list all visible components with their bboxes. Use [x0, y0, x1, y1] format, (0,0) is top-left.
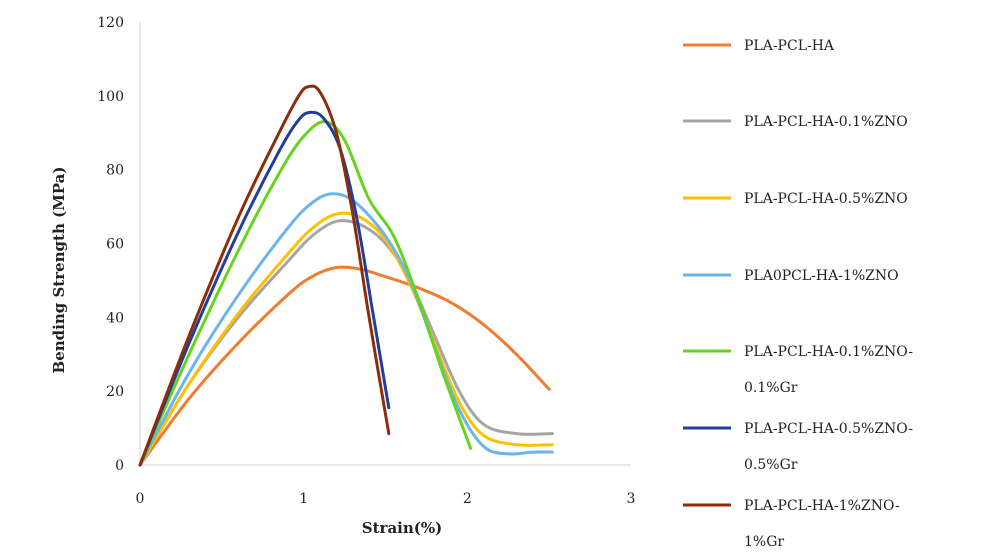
legend-label: 1%Gr: [744, 534, 784, 550]
x-tick-label: 0: [136, 491, 145, 507]
series-line-pla-pcl-ha-0-5-zno-0-5-gr: [138, 110, 391, 467]
axes: [139, 22, 631, 466]
x-tick-label: 1: [299, 491, 308, 507]
x-tick-label: 2: [463, 491, 472, 507]
legend-label: 0.1%Gr: [744, 380, 798, 396]
series-line-pla-pcl-ha-0-1-zno-0-1-gr: [138, 120, 473, 467]
series-line-pla0pcl-ha-1-zno: [138, 192, 554, 467]
legend-label: PLA-PCL-HA-1%ZNO-: [744, 498, 900, 514]
y-tick-label: 100: [97, 89, 124, 105]
series-lines: [138, 84, 554, 467]
legend-label: PLA-PCL-HA-0.1%ZNO: [744, 114, 908, 130]
y-tick-label: 20: [106, 384, 124, 400]
y-tick-label: 60: [106, 237, 124, 253]
legend-label: PLA-PCL-HA: [744, 38, 835, 54]
series-line-pla-pcl-ha-0-1-zno: [138, 219, 554, 467]
x-tick-labels: 0 1 2 3: [136, 491, 636, 507]
series-line-pla-pcl-ha-0-5-zno: [138, 211, 554, 467]
y-tick-label: 80: [106, 163, 124, 179]
legend-label: PLA-PCL-HA-0.5%ZNO: [744, 191, 908, 207]
y-axis-title: Bending Strength (MPa): [50, 167, 68, 374]
legend-label: PLA-PCL-HA-0.1%ZNO-: [744, 344, 913, 360]
legend: PLA-PCL-HA PLA-PCL-HA-0.1%ZNO PLA-PCL-HA-0…: [683, 38, 913, 550]
x-tick-label: 3: [627, 491, 636, 507]
y-tick-labels: 0 20 40 60 80 100 120: [97, 15, 124, 474]
series-line-pla-pcl-ha: [138, 265, 551, 467]
series-line-pla-pcl-ha-1-zno-1-gr: [138, 84, 391, 467]
legend-label: PLA-PCL-HA-0.5%ZNO-: [744, 421, 913, 437]
y-tick-label: 0: [115, 458, 124, 474]
y-tick-label: 120: [97, 15, 124, 31]
legend-label: PLA0PCL-HA-1%ZNO: [744, 268, 899, 284]
legend-label: 0.5%Gr: [744, 457, 798, 473]
x-axis-title: Strain(%): [362, 519, 442, 537]
y-tick-label: 40: [106, 310, 124, 326]
